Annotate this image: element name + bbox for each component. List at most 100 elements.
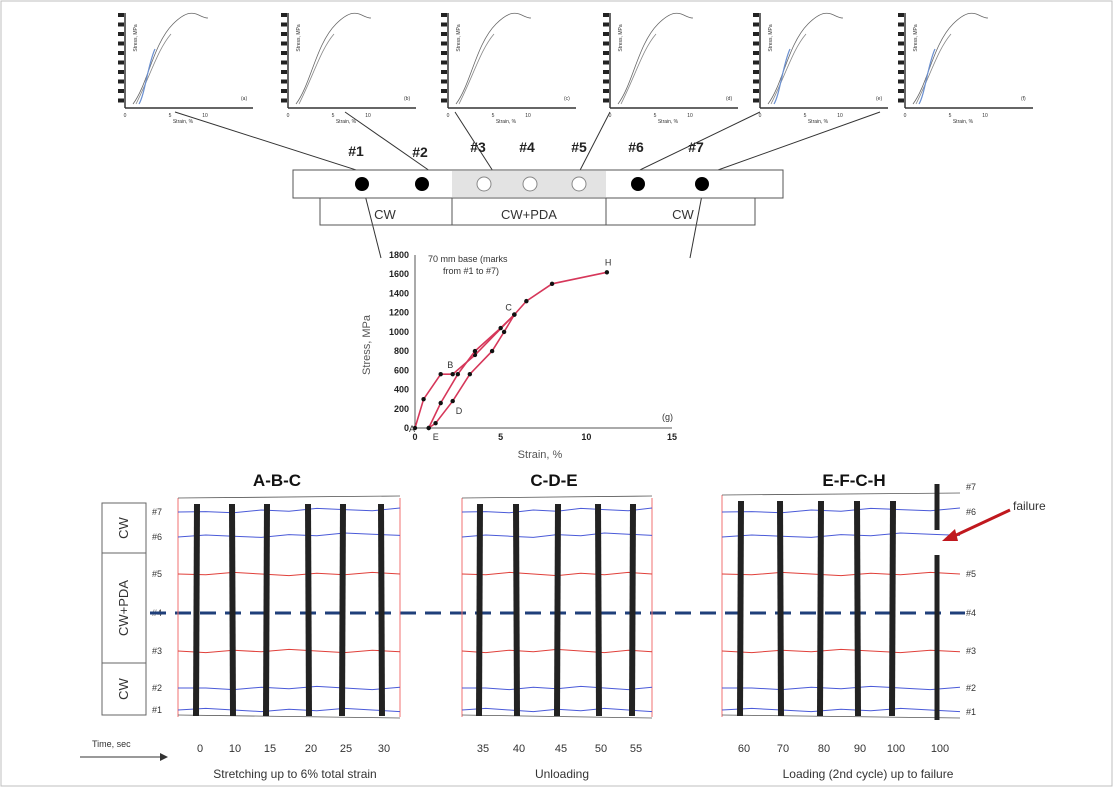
mini-plot-6: 0 5 10 Strain, % Stress, MPa (f) [898, 12, 1033, 125]
mini-y-tick-label [281, 13, 287, 17]
data-point [412, 425, 418, 431]
point-label-H: H [605, 257, 612, 267]
mini-y-tick-label [118, 41, 124, 46]
mini-y-tick-label [118, 51, 124, 55]
main-y-tick-label: 200 [394, 404, 409, 414]
gauge-line [177, 648, 401, 654]
failure-annotation: failure [942, 499, 1046, 541]
point-label-C: C [505, 303, 512, 313]
mini-y-tick-label [753, 51, 759, 55]
mini-y-tick-label [281, 32, 287, 36]
mini-y-label: Stress, MPa [768, 24, 774, 51]
mark-1-dot [355, 177, 369, 191]
mini-x-tick-left: 0 [287, 113, 290, 119]
panel-2: C-D-E 35 40 45 50 55 Unloading [461, 471, 653, 781]
time-tick-label: 100 [887, 743, 905, 755]
mini-y-tick-label [281, 51, 287, 55]
main-y-tick-label: 1800 [389, 250, 409, 260]
mini-y-tick-label [603, 60, 609, 65]
mini-x-tick-mid: 5 [332, 113, 335, 119]
arrow-g2 [689, 194, 703, 259]
gauge-line [721, 648, 961, 654]
mini-y-label: Stress, MPa [913, 24, 919, 51]
main-curves [412, 270, 610, 431]
marker-bar [229, 503, 236, 717]
mini-y-tick-label [753, 41, 759, 46]
main-y-tick-label: 1200 [389, 308, 409, 318]
marker-bar [595, 503, 602, 717]
panel-bottom-edge [461, 714, 653, 719]
mini-x-tick-left: 0 [609, 113, 612, 119]
mini-x-label: Strain, % [496, 119, 517, 125]
mini-x-label: Strain, % [658, 119, 679, 125]
mini-x-tick-left: 0 [447, 113, 450, 119]
mini-y-tick-label [603, 89, 609, 93]
mini-y-tick-label [281, 79, 287, 84]
data-point [524, 298, 529, 304]
left-mark-label: #7 [152, 507, 162, 517]
mini-y-tick-label [281, 98, 287, 103]
time-tick-label: 15 [264, 743, 276, 755]
mark-3-dot [476, 176, 492, 192]
mini-x-tick-right: 10 [365, 113, 371, 119]
mini-y-tick-label [603, 13, 609, 17]
mini-y-tick-label [118, 22, 124, 27]
mark-3-label: #3 [470, 139, 486, 155]
mini-y-tick-label [753, 22, 759, 27]
time-tick-label: 40 [513, 743, 525, 755]
data-point [455, 371, 461, 377]
panel-title: A-B-C [253, 471, 301, 490]
mini-y-tick-label [898, 13, 904, 17]
gauge-line [177, 532, 401, 538]
main-point-labels: A B C D E H [409, 257, 611, 442]
gauge-line [721, 532, 961, 538]
marker-bar [854, 500, 861, 717]
time-tick-label: 25 [340, 743, 352, 755]
left-mark-labels: #7#6#5#4#3#2#1 [152, 507, 162, 715]
left-mark-label: #2 [152, 683, 162, 693]
main-x-ticks: 0 5 10 15 [412, 432, 677, 442]
marker-bar [378, 503, 385, 717]
left-mark-label: #5 [152, 569, 162, 579]
left-mark-label: #1 [152, 705, 162, 715]
mini-y-tick-label [898, 41, 904, 46]
mini-curve-1 [295, 12, 372, 105]
mini-plot-2: 0 5 10 Strain, % Stress, MPa (b) [281, 12, 416, 125]
zone-brace [319, 198, 756, 226]
time-tick-label: 30 [378, 743, 390, 755]
data-point [549, 281, 555, 287]
mini-plot-label: (b) [404, 96, 410, 102]
main-y-tick-label: 600 [394, 365, 409, 375]
arrow-f [689, 111, 881, 181]
side-zone-boxes: CW CW+PDA CW [101, 502, 147, 716]
mini-curve-1 [455, 12, 532, 105]
marker-bar [629, 503, 636, 717]
main-x-tick-label: 0 [412, 432, 417, 442]
mini-curve-2 [620, 33, 657, 105]
main-y-tick-label: 0 [404, 423, 409, 433]
right-mark-label: #4 [966, 608, 976, 618]
time-tick-label: 55 [630, 743, 642, 755]
time-tick-label: 100 [931, 743, 949, 755]
stress-curve-2 [428, 314, 516, 429]
mini-x-label: Strain, % [173, 119, 194, 125]
mini-x-label: Strain, % [336, 119, 357, 125]
mini-y-tick-label [898, 70, 904, 74]
main-x-tick-label: 10 [581, 432, 591, 442]
side-zone-label-mid: CW+PDA [116, 580, 131, 636]
data-point [501, 329, 507, 335]
point-label-B: B [447, 360, 453, 370]
panel-bottom-edge [177, 714, 401, 719]
mini-curve-1 [767, 12, 844, 105]
mini-x-tick-mid: 5 [804, 113, 807, 119]
mini-y-tick-label [603, 98, 609, 103]
mini-y-tick-label [753, 70, 759, 74]
panel-top-edge [721, 492, 961, 496]
mini-curve-1 [132, 12, 209, 105]
main-annotation-1: 70 mm base (marks [428, 254, 508, 264]
panel-caption: Unloading [535, 767, 589, 781]
marker-bar [305, 503, 312, 717]
top-plots: 0 5 10 Strain, % Stress, MPa (a) 0 5 10 Strain, %… [118, 12, 1033, 125]
